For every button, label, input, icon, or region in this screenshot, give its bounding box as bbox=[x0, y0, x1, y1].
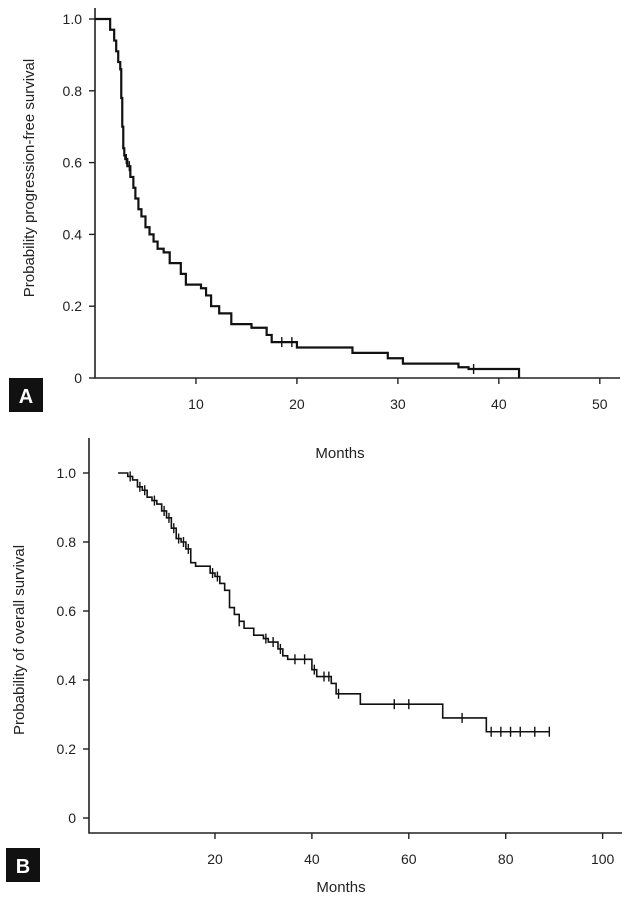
panel-a-x-axis-title: Months bbox=[315, 445, 364, 462]
y-tick-label: 0.6 bbox=[57, 603, 77, 619]
y-tick-label: 1.0 bbox=[63, 11, 83, 27]
panel-b-x-ticks: 20 40 60 80 100 bbox=[207, 833, 615, 867]
x-tick-label: 30 bbox=[390, 396, 406, 412]
panel-b-y-axis-title: Probability of overall survival bbox=[11, 545, 28, 735]
x-tick-label: 10 bbox=[188, 396, 204, 412]
y-tick-label: 0.4 bbox=[63, 226, 83, 242]
y-tick-label: 0.2 bbox=[57, 741, 77, 757]
y-tick-label: 0.6 bbox=[63, 155, 83, 171]
panel-a-y-axis-title: Probability progression-free survival bbox=[21, 59, 38, 297]
x-tick-label: 20 bbox=[289, 396, 305, 412]
y-tick-label: 1.0 bbox=[57, 465, 77, 481]
panel-b-x-axis-title: Months bbox=[316, 879, 365, 896]
panel-b-os-curve bbox=[118, 472, 550, 733]
panel-a-y-ticks: 0 0.2 0.4 0.6 0.8 1.0 bbox=[63, 11, 95, 386]
panel-b-label-text: B bbox=[16, 856, 30, 878]
y-tick-label: 0.4 bbox=[57, 672, 77, 688]
y-tick-label: 0 bbox=[68, 810, 76, 826]
x-tick-label: 80 bbox=[498, 851, 514, 867]
x-tick-label: 40 bbox=[491, 396, 507, 412]
x-tick-label: 60 bbox=[401, 851, 417, 867]
panel-a-label-box bbox=[9, 378, 43, 412]
x-tick-label: 40 bbox=[304, 851, 320, 867]
y-tick-label: 0 bbox=[74, 370, 82, 386]
panel-a-x-ticks: 10 20 30 40 50 bbox=[188, 378, 608, 412]
y-tick-label: 0.2 bbox=[63, 298, 83, 314]
panel-a-pfs-curve bbox=[95, 17, 521, 378]
panel-b-y-ticks: 0 0.2 0.4 0.6 0.8 1.0 bbox=[57, 465, 89, 826]
panel-b-censor-marks bbox=[129, 471, 551, 737]
x-tick-label: 100 bbox=[591, 851, 615, 867]
x-tick-label: 50 bbox=[592, 396, 608, 412]
panel-b-label: B bbox=[6, 848, 40, 882]
panel-a-label-text: A bbox=[19, 386, 33, 408]
panel-b-os-chart: 0 0.2 0.4 0.6 0.8 1.0 20 40 60 80 100 Probability… bbox=[6, 438, 622, 896]
panel-a-label: A bbox=[9, 378, 43, 412]
panel-b-label-box bbox=[6, 848, 40, 882]
y-tick-label: 0.8 bbox=[57, 534, 77, 550]
panel-a-axes bbox=[94, 8, 620, 379]
x-tick-label: 20 bbox=[207, 851, 223, 867]
y-tick-label: 0.8 bbox=[63, 83, 83, 99]
panel-a-censor-marks bbox=[125, 154, 475, 375]
panel-a-pfs-chart: 0 0.2 0.4 0.6 0.8 1.0 10 20 30 40 50 Probability … bbox=[9, 8, 620, 462]
panel-b-axes bbox=[88, 438, 622, 834]
